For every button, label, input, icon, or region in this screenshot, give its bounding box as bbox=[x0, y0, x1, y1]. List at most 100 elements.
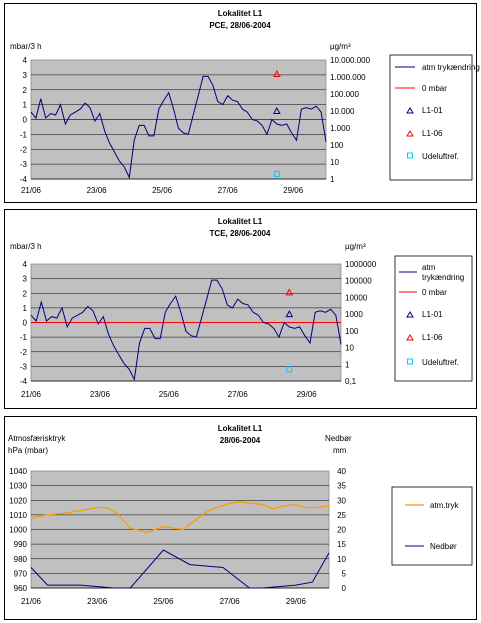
chart-subtitle: 28/06-2004 bbox=[220, 436, 261, 445]
left-axis-label-1: Atmosfærisktryk bbox=[8, 434, 66, 443]
y-left-tick: 4 bbox=[23, 56, 28, 65]
legend-marker-l1-06 bbox=[406, 130, 414, 137]
legend: atm trykændring 0 mbar L1-01 L1-06 Udelu… bbox=[389, 54, 480, 181]
y-left-tick: 1 bbox=[23, 304, 28, 313]
right-axis-label-1: Nedbør bbox=[325, 434, 352, 443]
legend-marker-l1-01 bbox=[406, 311, 414, 318]
legend-label: Udeluftref. bbox=[422, 152, 459, 161]
y-left-tick: 970 bbox=[14, 569, 28, 578]
y-left-tick: 990 bbox=[14, 540, 28, 549]
x-tick: 23/06 bbox=[87, 597, 108, 606]
series-line-atm-trykaendring bbox=[30, 75, 327, 180]
legend-marker-l1-06 bbox=[406, 334, 414, 341]
chart-panel-tce: Lokalitet L1 TCE, 28/06-2004 mbar/3 h µg… bbox=[4, 209, 477, 409]
chart-title: Lokalitet L1 bbox=[218, 217, 263, 226]
legend-label: L1-01 bbox=[422, 106, 443, 115]
x-tick: 27/06 bbox=[228, 390, 249, 399]
x-tick: 29/06 bbox=[297, 390, 318, 399]
chart-panel-weather: Lokalitet L1 28/06-2004 Atmosfærisktryk … bbox=[4, 416, 477, 620]
y-left-tick: 1000 bbox=[9, 526, 27, 535]
y-right-tick: 20 bbox=[337, 526, 346, 535]
grid bbox=[31, 485, 329, 574]
x-tick: 21/06 bbox=[21, 597, 42, 606]
y-left-tick-labels: 1040 1030 1020 1010 1000 990 980 970 960 bbox=[9, 467, 27, 593]
y-right-tick: 35 bbox=[337, 482, 346, 491]
y-right-tick: 1.000 bbox=[330, 124, 351, 133]
y-left-tick: 0 bbox=[23, 116, 28, 125]
legend-marker-udeluftref bbox=[407, 358, 413, 365]
y-right-tick: 1 bbox=[330, 175, 335, 184]
y-left-tick: -1 bbox=[20, 130, 28, 139]
y-left-tick: -4 bbox=[20, 377, 28, 386]
x-tick: 25/06 bbox=[159, 390, 180, 399]
x-tick: 25/06 bbox=[152, 186, 173, 195]
chart-title: Lokalitet L1 bbox=[218, 9, 263, 18]
legend-label: 0 mbar bbox=[422, 288, 447, 297]
right-axis-label: µg/m³ bbox=[345, 242, 366, 251]
y-right-tick: 10.000.000 bbox=[330, 56, 371, 65]
y-right-tick-labels: 1000000 100000 10000 1000 100 10 1 0,1 bbox=[345, 260, 377, 386]
x-tick: 27/06 bbox=[218, 186, 239, 195]
legend-label: L1-06 bbox=[422, 333, 443, 342]
legend-label-line1: atm trykændring bbox=[422, 263, 464, 282]
marker-l1-06 bbox=[285, 288, 294, 296]
left-axis-label: mbar/3 h bbox=[10, 242, 42, 251]
chart-panel-pce: Lokalitet L1 PCE, 28/06-2004 mbar/3 h µg… bbox=[4, 3, 480, 203]
y-left-tick: 1010 bbox=[9, 511, 27, 520]
marker-l1-01 bbox=[272, 106, 281, 114]
y-right-tick: 0,1 bbox=[345, 377, 357, 386]
chart-subtitle: PCE, 28/06-2004 bbox=[209, 21, 271, 30]
x-tick: 21/06 bbox=[21, 186, 42, 195]
y-left-tick: -4 bbox=[20, 175, 28, 184]
x-tick: 25/06 bbox=[153, 597, 174, 606]
y-right-tick: 1000 bbox=[345, 310, 363, 319]
y-right-tick: 100000 bbox=[345, 277, 372, 286]
right-axis-label: µg/m³ bbox=[330, 42, 351, 51]
legend-box bbox=[389, 54, 473, 181]
y-right-tick: 10000 bbox=[345, 293, 368, 302]
y-right-tick: 15 bbox=[337, 540, 346, 549]
y-left-tick-labels: 4 3 2 1 0 -1 -2 -3 -4 bbox=[20, 260, 28, 386]
marker-udeluftref- bbox=[286, 366, 293, 373]
y-right-tick: 40 bbox=[337, 467, 346, 476]
y-right-tick: 100 bbox=[345, 327, 359, 336]
x-tick: 29/06 bbox=[283, 186, 304, 195]
y-left-tick: 4 bbox=[23, 260, 28, 269]
legend-label: atm trykændring bbox=[422, 63, 480, 72]
sample-points bbox=[272, 69, 281, 177]
legend: atm trykændring 0 mbar L1-01 L1-06 Udeluf… bbox=[394, 255, 473, 382]
y-right-tick-labels: 40 35 30 25 20 15 10 5 0 bbox=[337, 467, 346, 593]
grid bbox=[31, 74, 326, 165]
y-left-tick: 3 bbox=[23, 71, 28, 80]
y-right-tick: 100.000 bbox=[330, 90, 359, 99]
y-right-tick-labels: 10.000.000 1.000.000 100.000 10.000 1.00… bbox=[330, 56, 371, 184]
y-left-tick: 2 bbox=[23, 86, 28, 95]
series-line-nedboer bbox=[30, 549, 330, 589]
chart-title: Lokalitet L1 bbox=[218, 424, 263, 433]
y-right-tick: 1 bbox=[345, 360, 350, 369]
y-left-tick: 3 bbox=[23, 275, 28, 284]
x-tick-labels: 21/06 23/06 25/06 27/06 29/06 bbox=[21, 390, 317, 399]
y-left-tick: 1 bbox=[23, 101, 28, 110]
sample-points bbox=[285, 288, 294, 373]
marker-l1-06 bbox=[272, 69, 281, 78]
legend-label: L1-06 bbox=[422, 129, 443, 138]
y-left-tick: 1020 bbox=[9, 496, 27, 505]
y-left-tick: 980 bbox=[14, 555, 28, 564]
legend-label: L1-01 bbox=[422, 310, 443, 319]
y-right-tick: 10 bbox=[345, 344, 354, 353]
x-tick: 27/06 bbox=[220, 597, 241, 606]
y-left-tick: 1040 bbox=[9, 467, 27, 476]
x-tick: 23/06 bbox=[87, 186, 108, 195]
legend-box bbox=[391, 486, 473, 566]
chart-subtitle: TCE, 28/06-2004 bbox=[210, 229, 271, 238]
x-tick: 29/06 bbox=[286, 597, 307, 606]
right-axis-label-2: mm bbox=[333, 446, 347, 455]
y-right-tick: 1000000 bbox=[345, 260, 377, 269]
series-line-atm-trykaendring bbox=[30, 279, 342, 382]
y-left-tick: -3 bbox=[20, 160, 28, 169]
y-left-tick-labels: 4 3 2 1 0 -1 -2 -3 -4 bbox=[20, 56, 28, 184]
legend: atm.tryk Nedbør bbox=[391, 486, 473, 566]
legend-label: 0 mbar bbox=[422, 84, 447, 93]
x-tick: 23/06 bbox=[90, 390, 111, 399]
